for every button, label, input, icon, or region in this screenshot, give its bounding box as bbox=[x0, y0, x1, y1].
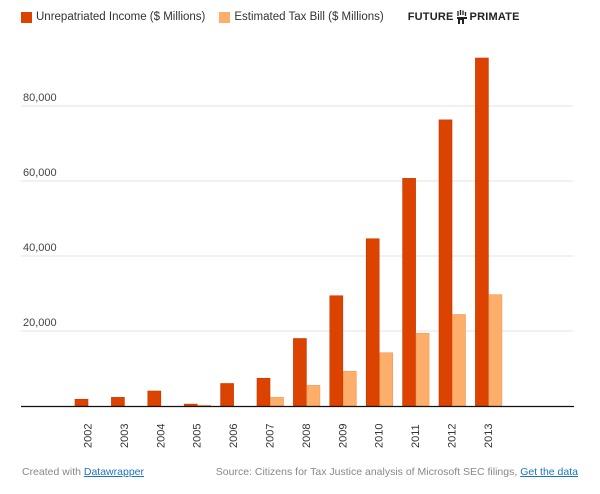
y-tick-label: 60,000 bbox=[23, 167, 57, 179]
legend: Unrepatriated Income ($ Millions) Estima… bbox=[21, 9, 520, 25]
future-primate-logo: FUTURE PRIMATE bbox=[408, 9, 520, 25]
x-tick-label: 2003 bbox=[119, 424, 131, 448]
bar-income-2002 bbox=[74, 398, 89, 407]
bar-tax-2010 bbox=[379, 352, 394, 407]
bar-income-2006 bbox=[220, 383, 234, 407]
x-tick-label: 2009 bbox=[337, 424, 349, 448]
bars bbox=[74, 57, 503, 407]
x-tick-label: 2011 bbox=[410, 424, 422, 448]
bar-income-2003 bbox=[111, 397, 125, 407]
bar-tax-2011 bbox=[415, 332, 430, 407]
logo-text-left: FUTURE bbox=[407, 11, 454, 23]
y-axis-labels: 20,000 40,000 60,000 80,000 bbox=[23, 92, 57, 329]
bar-income-2007 bbox=[256, 377, 271, 407]
legend-swatch-income bbox=[21, 11, 32, 23]
x-tick-label: 2010 bbox=[374, 424, 386, 448]
y-tick-label: 80,000 bbox=[23, 92, 57, 104]
x-tick-label: 2008 bbox=[301, 424, 313, 448]
bar-income-2004 bbox=[147, 390, 162, 407]
bar-income-2012 bbox=[438, 119, 453, 407]
legend-item-income: Unrepatriated Income ($ Millions) bbox=[21, 11, 205, 23]
logo-text-right: PRIMATE bbox=[469, 11, 520, 23]
bar-tax-2005 bbox=[197, 404, 211, 407]
x-axis-labels: 2002 2003 2004 2005 2006 2007 2008 2009 2010 2011… bbox=[83, 424, 495, 448]
x-tick-label: 2013 bbox=[483, 424, 495, 448]
credit-prefix: Created with bbox=[22, 466, 84, 478]
legend-label-income: Unrepatriated Income ($ Millions) bbox=[36, 11, 206, 23]
x-tick-label: 2002 bbox=[83, 424, 95, 448]
y-tick-label: 40,000 bbox=[23, 242, 57, 254]
legend-label-tax: Estimated Tax Bill ($ Millions) bbox=[234, 11, 384, 23]
x-tick-label: 2005 bbox=[192, 424, 204, 448]
footer-source: Source: Citizens for Tax Justice analysi… bbox=[216, 466, 578, 478]
bar-tax-2009 bbox=[342, 371, 357, 407]
bar-tax-2012 bbox=[452, 314, 466, 407]
bar-tax-2013 bbox=[488, 294, 503, 407]
x-tick-label: 2006 bbox=[228, 424, 240, 448]
y-tick-label: 20,000 bbox=[23, 317, 57, 329]
x-tick-label: 2007 bbox=[265, 424, 277, 448]
datawrapper-link[interactable]: Datawrapper bbox=[83, 466, 144, 478]
bar-tax-2007 bbox=[270, 397, 284, 407]
bar-tax-2008 bbox=[306, 385, 321, 407]
bar-income-2009 bbox=[329, 295, 344, 407]
bar-income-2008 bbox=[293, 338, 307, 407]
get-the-data-link[interactable]: Get the data bbox=[520, 466, 578, 478]
legend-item-tax: Estimated Tax Bill ($ Millions) bbox=[219, 11, 384, 23]
bar-income-2013 bbox=[475, 57, 489, 407]
x-tick-label: 2004 bbox=[155, 424, 167, 448]
bar-income-2010 bbox=[365, 238, 380, 407]
legend-swatch-tax bbox=[219, 11, 231, 23]
footer-credit: Created with Datawrapper bbox=[22, 466, 144, 478]
source-text: Source: Citizens for Tax Justice analysi… bbox=[215, 466, 521, 478]
bar-income-2005 bbox=[183, 403, 198, 407]
x-tick-label: 2012 bbox=[447, 424, 459, 448]
bar-income-2011 bbox=[402, 178, 416, 407]
hand-icon bbox=[456, 10, 467, 24]
